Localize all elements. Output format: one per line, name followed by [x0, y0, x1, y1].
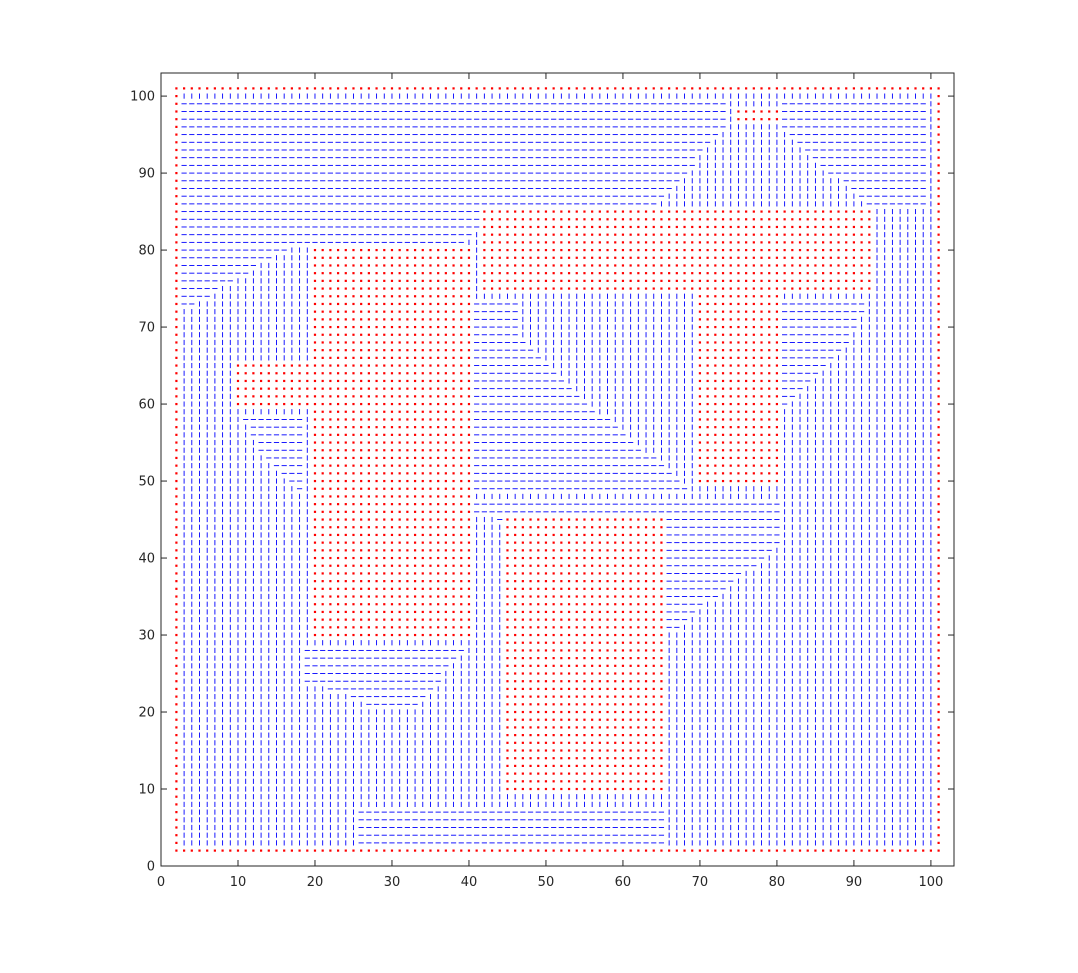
- plot-area: [175, 87, 940, 852]
